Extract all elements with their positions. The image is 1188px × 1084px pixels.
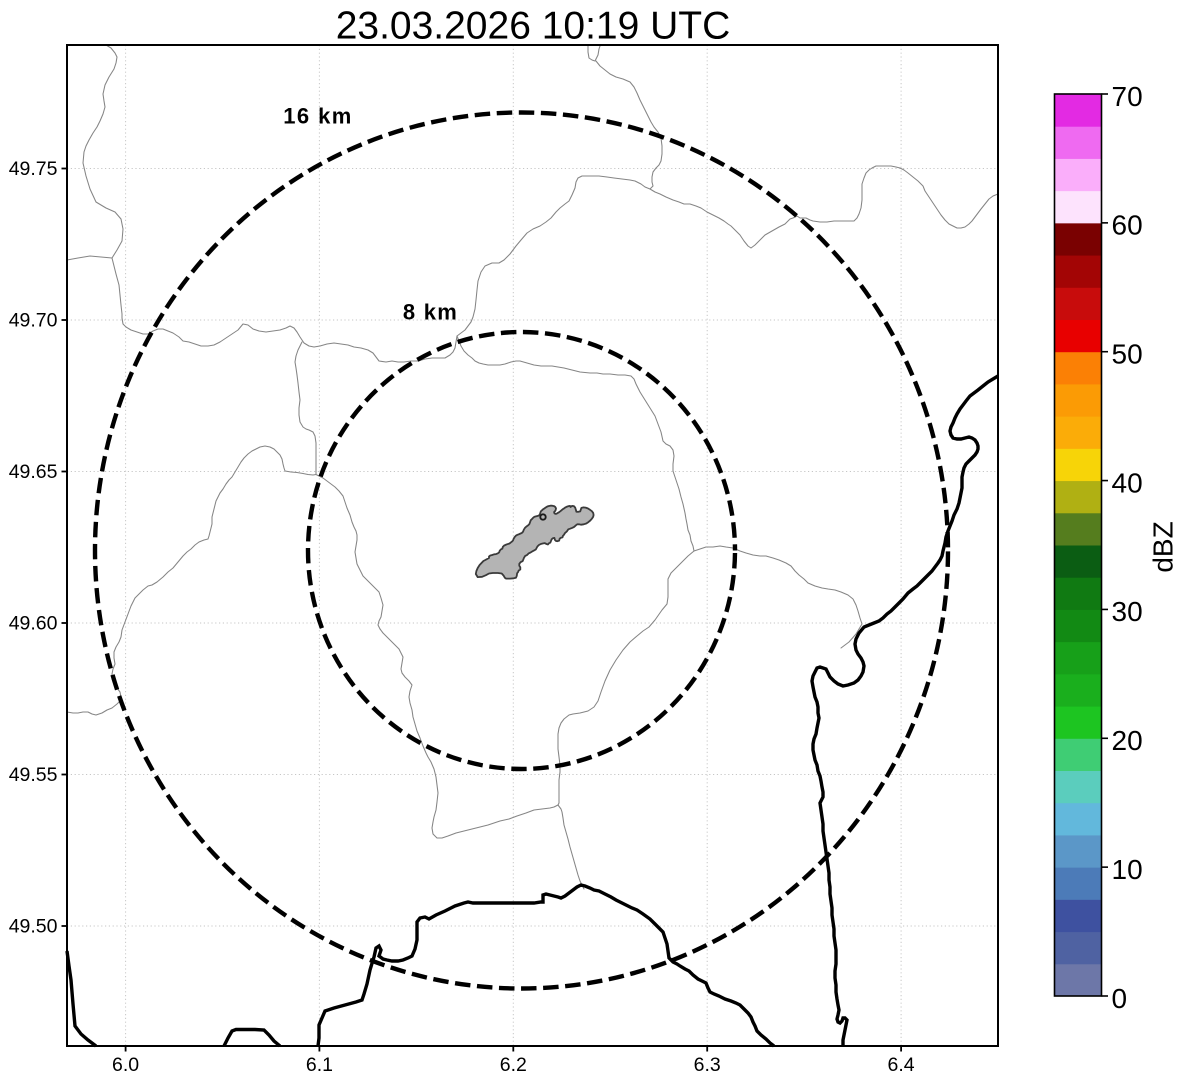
svg-text:16 km: 16 km [283, 104, 352, 129]
svg-text:6.1: 6.1 [306, 1054, 333, 1076]
svg-text:23.03.2026 10:19 UTC: 23.03.2026 10:19 UTC [336, 5, 731, 48]
svg-text:60: 60 [1112, 210, 1143, 241]
svg-text:20: 20 [1112, 725, 1143, 756]
svg-text:49.60: 49.60 [9, 613, 58, 635]
svg-text:6.2: 6.2 [500, 1054, 527, 1076]
svg-text:70: 70 [1112, 81, 1143, 112]
svg-text:10: 10 [1112, 854, 1143, 885]
svg-text:50: 50 [1112, 339, 1143, 370]
svg-text:8 km: 8 km [403, 299, 458, 324]
svg-text:0: 0 [1112, 983, 1128, 1014]
svg-text:49.50: 49.50 [9, 916, 58, 938]
svg-text:6.0: 6.0 [112, 1054, 139, 1076]
svg-text:49.70: 49.70 [9, 310, 58, 332]
svg-text:6.3: 6.3 [694, 1054, 721, 1076]
svg-text:49.75: 49.75 [9, 158, 58, 180]
svg-text:30: 30 [1112, 596, 1143, 627]
svg-text:6.4: 6.4 [888, 1054, 915, 1076]
svg-text:49.55: 49.55 [9, 764, 58, 786]
svg-text:49.65: 49.65 [9, 461, 58, 483]
svg-text:dBZ: dBZ [1148, 521, 1179, 572]
svg-text:40: 40 [1112, 467, 1143, 498]
